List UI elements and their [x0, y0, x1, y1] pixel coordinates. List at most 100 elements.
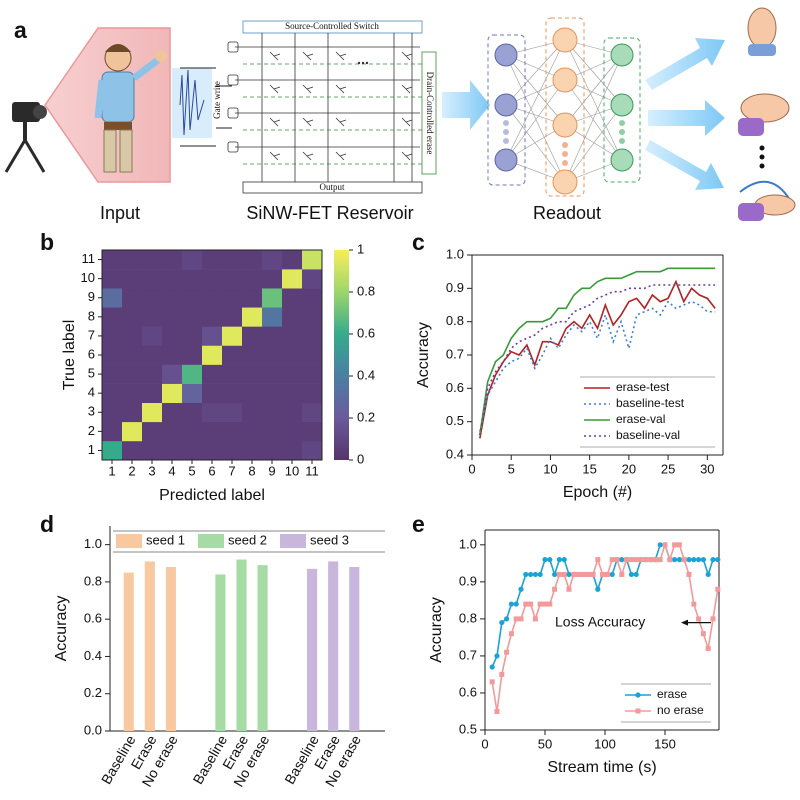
x-tick-label: 6 — [208, 463, 215, 478]
heatmap-cell — [282, 421, 303, 442]
point — [686, 557, 692, 563]
point — [676, 557, 683, 563]
point — [710, 557, 716, 563]
y-tick-label: 10 — [81, 270, 95, 285]
legend-label: erase-val — [616, 412, 665, 426]
heatmap-cell — [282, 402, 303, 423]
readout-caption: Readout — [533, 203, 601, 223]
y-axis-title: Accuracy — [428, 597, 445, 663]
y-tick-label: 9 — [88, 289, 95, 304]
point — [513, 601, 519, 607]
heatmap-cell — [182, 326, 203, 346]
heatmap-cell — [202, 402, 223, 423]
heatmap-cell — [262, 383, 283, 404]
heatmap-cell — [102, 326, 123, 346]
heatmap-cell — [162, 307, 183, 327]
point — [513, 616, 519, 622]
heatmap-cell — [142, 364, 163, 384]
point — [652, 557, 658, 563]
x-tick-label: 2 — [128, 463, 135, 478]
point — [624, 557, 630, 563]
heatmap-cell — [122, 402, 143, 423]
output-label: Output — [319, 182, 345, 192]
point — [532, 571, 539, 578]
heatmap-cell — [242, 402, 263, 423]
heatmap-cell — [162, 326, 183, 346]
point — [609, 571, 615, 578]
heatmap-cell — [142, 383, 163, 404]
heatmap-cell — [162, 402, 183, 423]
heatmap-cell — [122, 383, 143, 404]
heatmap-cell — [282, 383, 303, 404]
heatmap-cell — [182, 250, 203, 270]
x-tick-label: 25 — [661, 461, 675, 476]
input-caption: Input — [100, 203, 140, 223]
y-tick-label: 4 — [88, 385, 95, 400]
heatmap-cell — [122, 364, 143, 384]
y-tick-label: 0.8 — [459, 610, 477, 625]
point — [633, 571, 639, 578]
heatmap-cell — [162, 364, 183, 384]
heatmap-cell — [222, 326, 243, 346]
output-arrows — [645, 38, 725, 190]
heatmap-cell — [162, 269, 183, 289]
heatmap-cell — [282, 364, 303, 384]
point — [528, 571, 534, 578]
y-tick-label: 0.0 — [84, 722, 102, 737]
annotation-arrowhead — [681, 619, 688, 626]
heatmap-cell — [242, 326, 263, 346]
heatmap-cell — [182, 269, 203, 289]
point — [643, 557, 649, 563]
heatmap-cell — [182, 364, 203, 384]
heatmap-cell — [122, 307, 143, 327]
y-tick-label: 6 — [88, 346, 95, 361]
legend-label: baseline-test — [616, 396, 685, 410]
heatmap-cell — [142, 402, 163, 423]
y-tick-label: 11 — [82, 251, 96, 266]
bar — [215, 574, 226, 731]
heatmap-cell — [242, 440, 263, 461]
heatmap-cell — [282, 250, 303, 270]
heatmap-cell — [182, 288, 203, 308]
heatmap-cell — [202, 421, 223, 442]
heatmap-cell — [302, 440, 323, 461]
point — [494, 708, 500, 714]
colorbar-tick-label: 0 — [357, 451, 364, 466]
heatmap-cell — [282, 269, 303, 289]
y-tick-label: 0.7 — [446, 346, 464, 361]
heatmap-cell — [102, 421, 123, 442]
heatmap-cell — [202, 345, 223, 365]
legend-label: seed 3 — [310, 532, 349, 547]
point — [547, 601, 553, 607]
heatmap-cell — [162, 288, 183, 308]
x-tick-label: 1 — [108, 463, 115, 478]
y-tick-label: 0.2 — [84, 685, 102, 700]
point — [638, 557, 644, 563]
point — [648, 557, 654, 563]
heatmap-cell — [262, 288, 283, 308]
legend-label: erase — [657, 687, 687, 701]
point — [566, 586, 572, 592]
x-tick-label: 30 — [700, 461, 714, 476]
heatmap-cell — [182, 402, 203, 423]
y-tick-label: 0.8 — [446, 313, 464, 328]
y-tick-label: 5 — [88, 366, 95, 381]
heatmap-cell — [262, 402, 283, 423]
point — [552, 571, 558, 578]
panel-label: b — [40, 229, 54, 255]
heatmap-cell — [202, 440, 223, 461]
x-tick-label: 10 — [285, 463, 299, 478]
point — [518, 586, 524, 592]
point — [504, 616, 510, 622]
diagram: a Source-Contro — [4, 7, 796, 223]
point — [609, 557, 615, 563]
y-axis-title: Accuracy — [415, 322, 432, 388]
heatmap-cell — [142, 250, 163, 270]
x-tick-label: 10 — [543, 461, 557, 476]
y-tick-label: 0.4 — [84, 648, 102, 663]
point — [499, 619, 505, 626]
heatmap-cell — [182, 345, 203, 365]
legend-label: seed 1 — [146, 532, 185, 547]
series-line — [479, 300, 716, 432]
